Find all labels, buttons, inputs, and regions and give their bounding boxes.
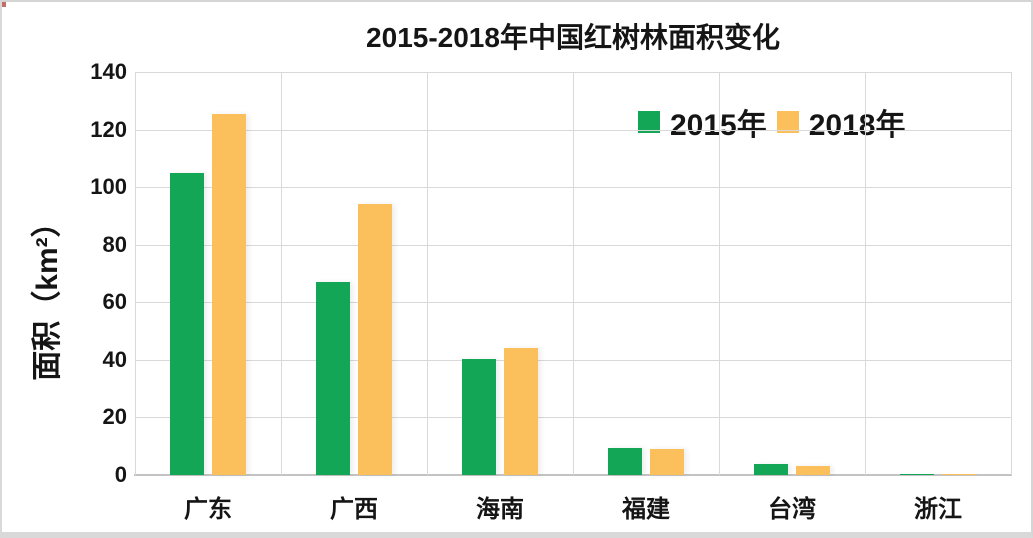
bar-group <box>865 72 1011 475</box>
legend-item-0: 2015年 <box>638 100 767 144</box>
bar-group <box>135 72 281 475</box>
gridline-vertical <box>135 72 136 475</box>
legend-swatch-icon <box>638 111 660 133</box>
bar-series-0-cat-0 <box>170 173 204 475</box>
x-axis-line <box>134 474 1012 476</box>
gridline-vertical <box>719 72 720 475</box>
gridline-vertical <box>427 72 428 475</box>
bar-series-0-cat-5 <box>900 474 934 475</box>
bar-series-0-cat-2 <box>462 359 496 475</box>
x-tick-label: 广东 <box>184 496 232 523</box>
x-tick-label: 福建 <box>622 496 670 523</box>
bar-series-0-cat-3 <box>608 448 642 475</box>
bar-series-1-cat-3 <box>650 449 684 475</box>
bar-series-1-cat-2 <box>504 348 538 475</box>
legend: 2015年 2018年 <box>638 100 906 144</box>
legend-label: 2015年 <box>670 109 767 142</box>
gridline-vertical <box>281 72 282 475</box>
bar-series-1-cat-0 <box>212 114 246 475</box>
y-tick-label: 0 <box>114 462 127 487</box>
chart-title: 2015-2018年中国红树林面积变化 <box>366 22 780 53</box>
x-tick-label: 浙江 <box>914 496 962 523</box>
gridline-vertical <box>573 72 574 475</box>
y-tick-label: 60 <box>102 289 127 314</box>
legend-item-1: 2018年 <box>776 100 906 144</box>
y-tick-label: 120 <box>90 117 127 142</box>
bar-group <box>281 72 427 475</box>
y-tick-label: 140 <box>90 59 127 84</box>
bar-group <box>573 72 719 475</box>
bar-series-0-cat-1 <box>316 282 350 475</box>
gridline-vertical <box>1011 72 1012 475</box>
y-tick-label: 40 <box>102 347 127 372</box>
window-corner-mark <box>2 2 6 7</box>
y-tick-label: 100 <box>90 174 127 199</box>
y-tick-label: 20 <box>102 404 127 429</box>
gridline-vertical <box>865 72 866 475</box>
x-tick-label: 海南 <box>476 496 524 523</box>
bar-series-1-cat-4 <box>796 466 830 475</box>
x-tick-label: 广西 <box>330 496 378 523</box>
y-tick-label: 80 <box>102 232 127 257</box>
plot-area: 2015年 2018年 <box>134 72 1012 476</box>
legend-swatch-icon <box>776 111 799 133</box>
legend-label: 2018年 <box>808 109 906 142</box>
bar-group <box>427 72 573 475</box>
y-axis-title: 面积（km²） <box>31 207 64 381</box>
bar-series-1-cat-5 <box>942 474 976 475</box>
bar-group <box>719 72 865 475</box>
bar-series-1-cat-1 <box>358 204 392 475</box>
bar-series-0-cat-4 <box>754 464 788 475</box>
x-tick-label: 台湾 <box>768 496 816 523</box>
